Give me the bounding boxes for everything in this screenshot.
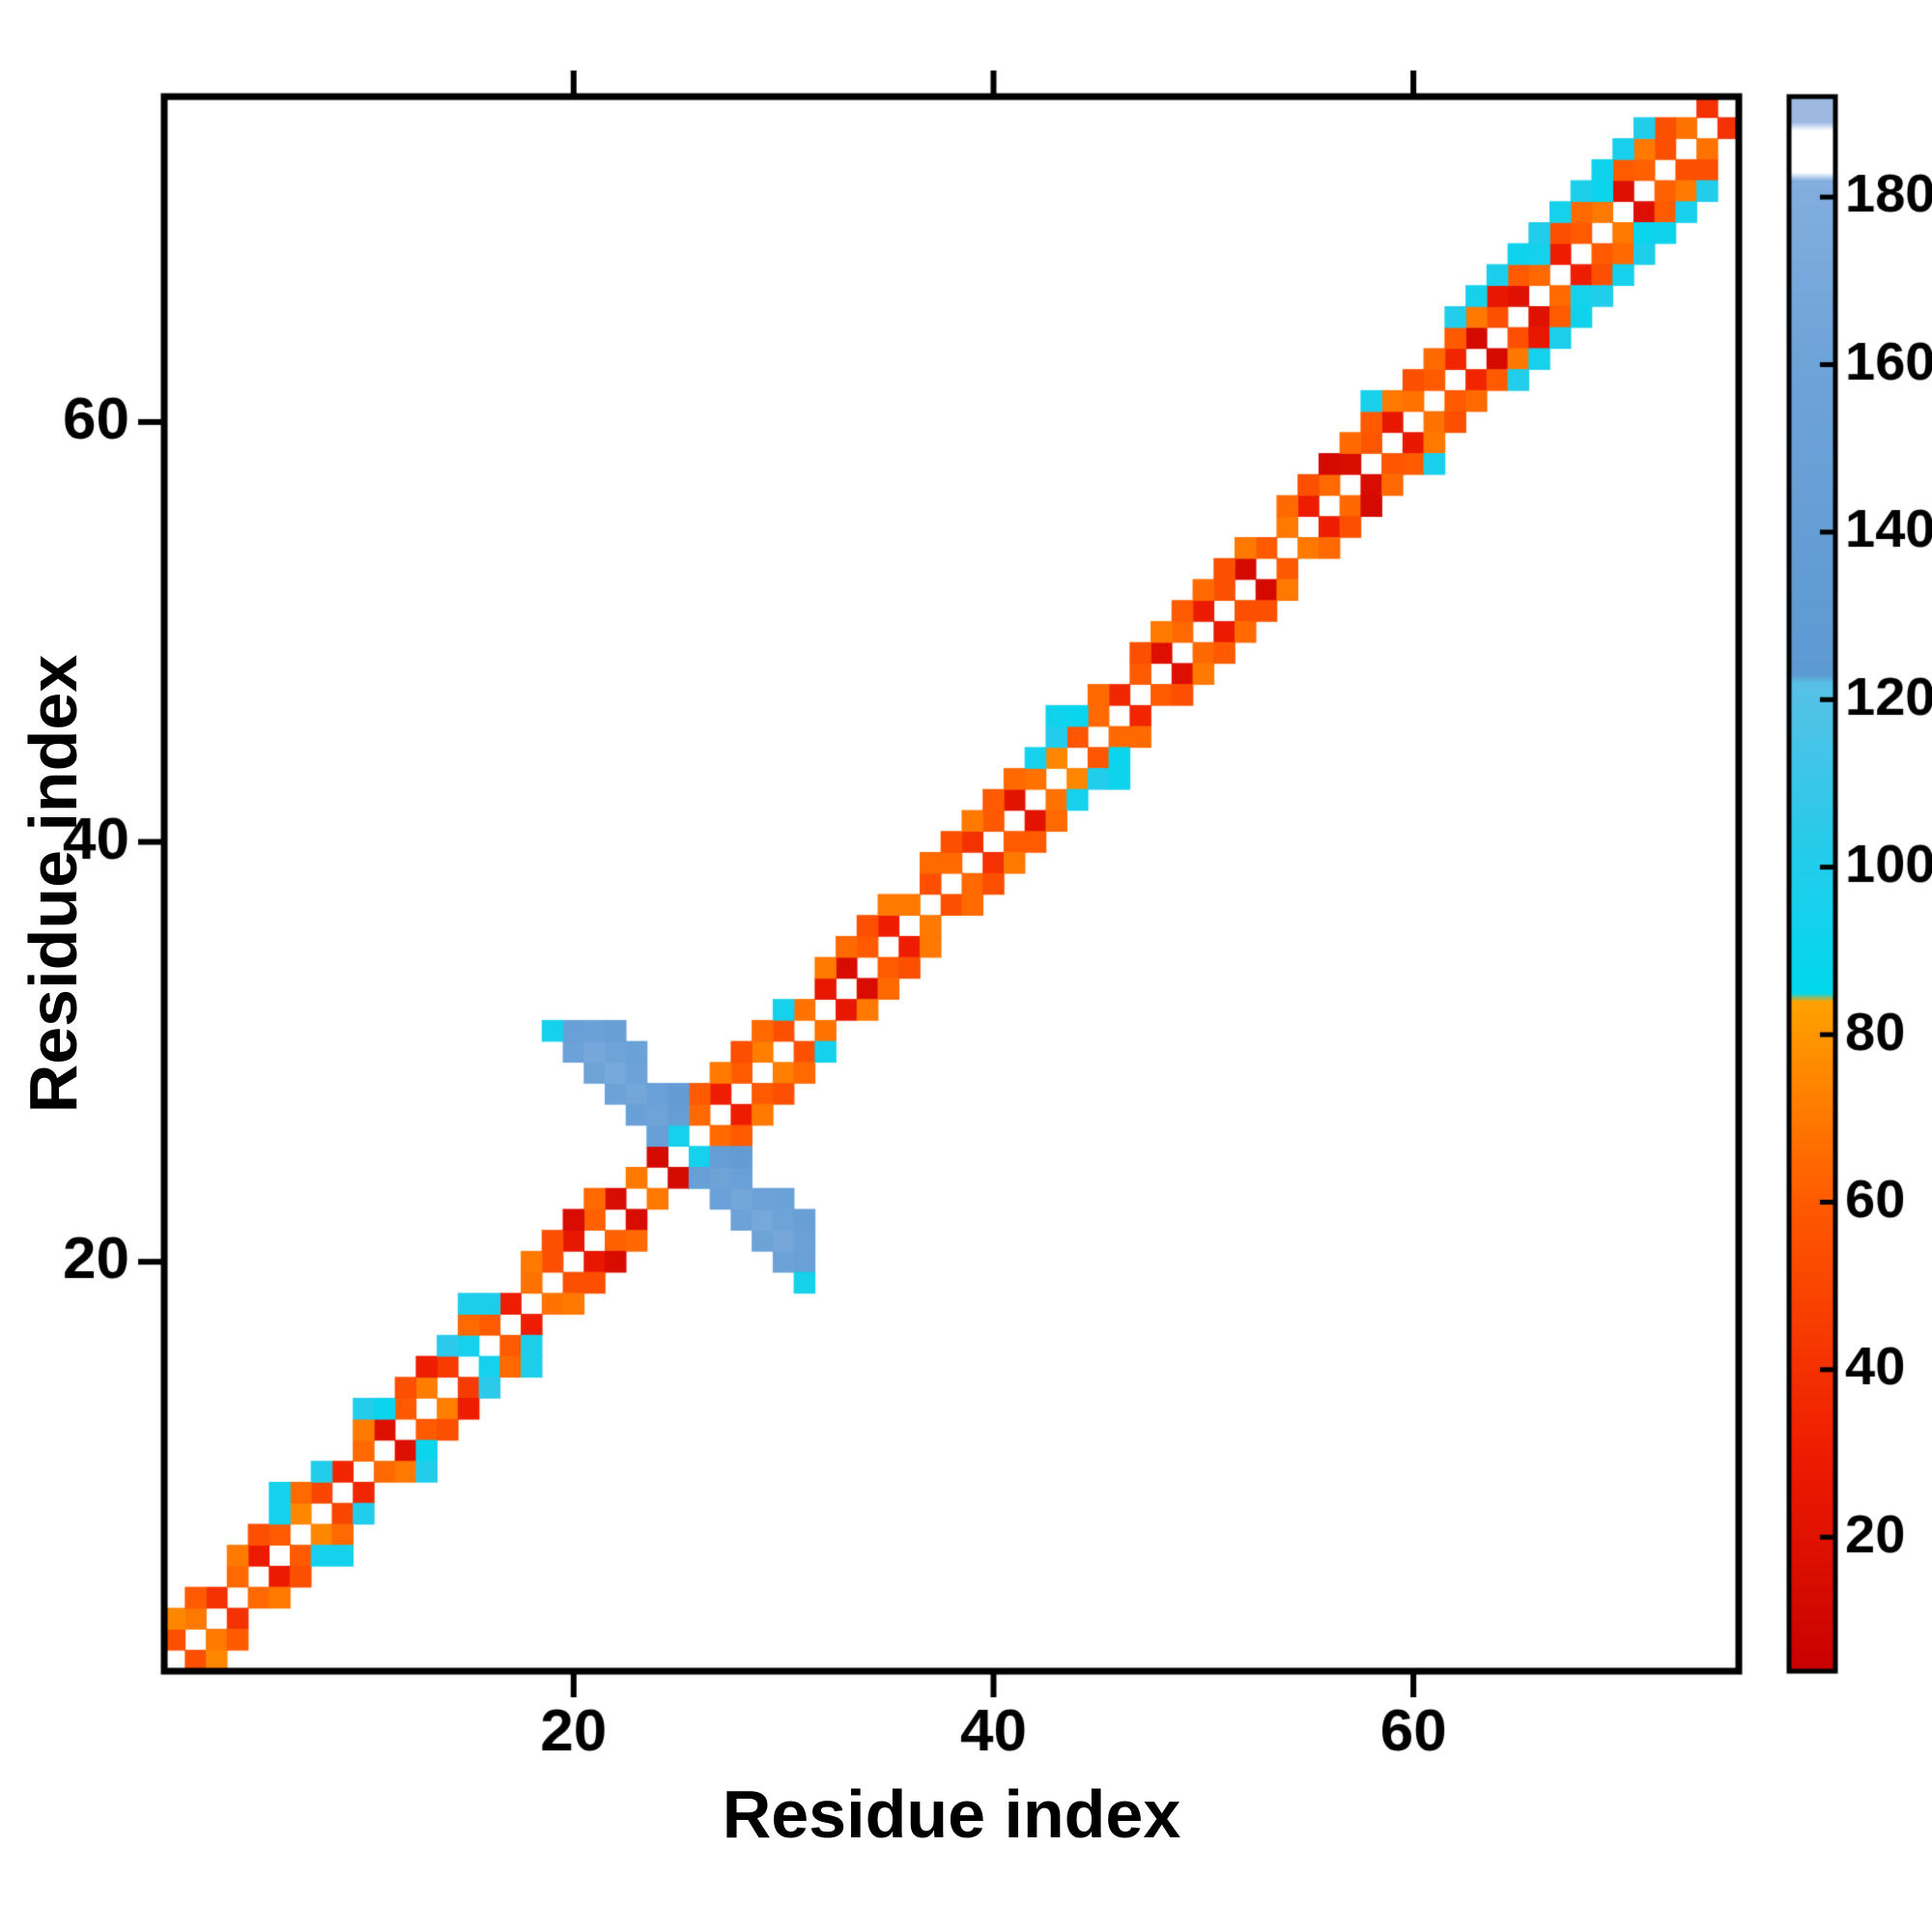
x-axis-label: Residue index [722, 1776, 1181, 1852]
y-axis-label: Residue index [15, 654, 91, 1114]
